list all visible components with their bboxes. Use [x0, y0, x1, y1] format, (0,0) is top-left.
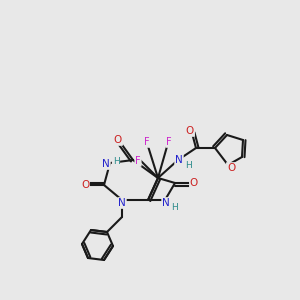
Text: H: H — [171, 203, 177, 212]
Text: F: F — [166, 137, 172, 147]
Text: F: F — [135, 156, 141, 166]
Text: O: O — [81, 180, 89, 190]
Text: O: O — [114, 135, 122, 145]
Text: O: O — [227, 163, 235, 173]
Text: N: N — [175, 155, 183, 165]
Text: O: O — [190, 178, 198, 188]
Text: N: N — [162, 198, 170, 208]
Text: N: N — [102, 159, 110, 169]
Text: O: O — [186, 126, 194, 136]
Text: H: H — [184, 161, 191, 170]
Text: H: H — [112, 157, 119, 166]
Text: N: N — [118, 198, 126, 208]
Text: F: F — [144, 137, 150, 147]
